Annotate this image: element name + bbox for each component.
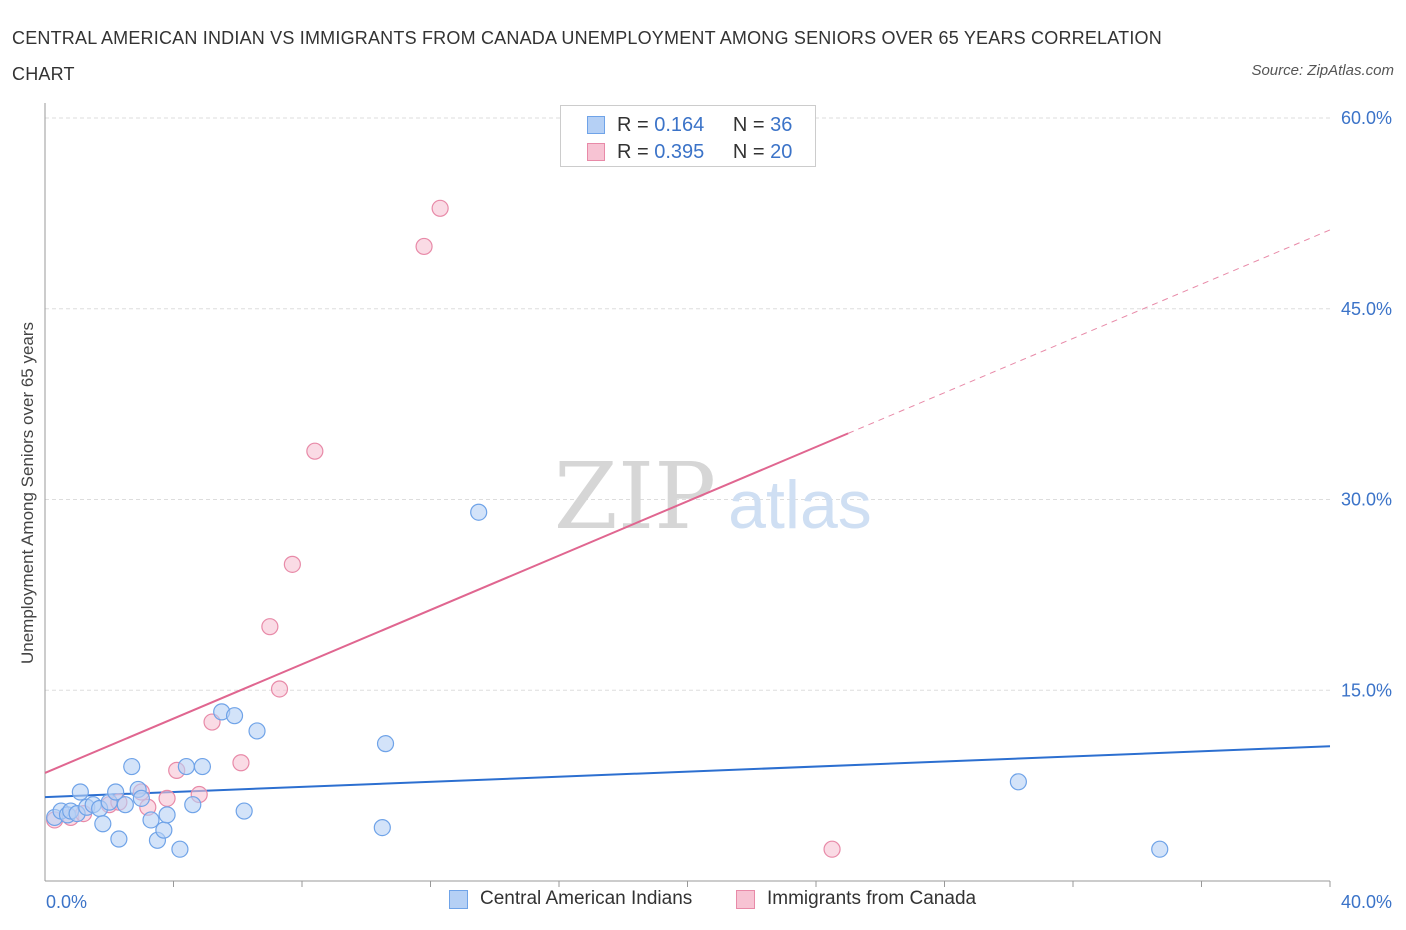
y-tick-label: 45.0% (1341, 299, 1392, 319)
n-label: N = (732, 140, 765, 163)
legend-item-central-american-indians: Central American Indians (449, 888, 692, 910)
data-point (431, 199, 449, 217)
data-point (373, 818, 391, 837)
data-point (158, 806, 176, 824)
data-point (823, 840, 841, 858)
blue-swatch (449, 889, 468, 909)
data-point (116, 796, 134, 814)
data-point (415, 237, 433, 256)
r-label: R = (617, 113, 649, 136)
data-point (184, 796, 202, 814)
data-point (283, 555, 301, 573)
data-point (1151, 840, 1169, 858)
data-point (232, 754, 250, 772)
stats-row-blue: R = 0.164 N = 36 (587, 114, 792, 136)
data-point (470, 503, 488, 521)
n-value: 36 (770, 113, 793, 136)
data-point (132, 789, 150, 807)
data-point (177, 757, 195, 776)
pink-swatch (736, 889, 755, 909)
watermark-atlas: atlas (728, 467, 872, 543)
x-tick-label: 0.0% (46, 892, 87, 912)
legend-item-immigrants-from-canada: Immigrants from Canada (736, 888, 976, 910)
data-point (171, 840, 189, 858)
legend-label: Central American Indians (480, 888, 693, 909)
data-point (142, 811, 160, 829)
data-point (123, 757, 141, 776)
r-value: 0.395 (654, 140, 705, 163)
data-point (270, 680, 289, 698)
y-tick-label: 15.0% (1341, 680, 1392, 700)
data-point (71, 783, 89, 801)
n-value: 20 (770, 140, 793, 163)
data-point (158, 789, 176, 807)
data-point (306, 442, 324, 460)
trend-line-pink (44, 432, 849, 774)
data-point (107, 783, 125, 801)
r-value: 0.164 (654, 113, 705, 136)
data-point (94, 815, 112, 833)
data-point (376, 735, 395, 753)
blue-swatch (587, 116, 605, 134)
trend-line-blue (44, 745, 1331, 799)
data-point (110, 830, 128, 848)
data-point (1009, 773, 1027, 791)
trend-line-pink-extension (847, 229, 1331, 434)
stats-row-pink: R = 0.395 N = 20 (587, 141, 792, 163)
pink-swatch (587, 143, 605, 161)
data-point (193, 757, 212, 776)
data-point (235, 802, 253, 820)
y-tick-label: 30.0% (1341, 490, 1392, 510)
y-tick-label: 60.0% (1341, 108, 1392, 128)
source-label: Source: ZipAtlas.com (1251, 62, 1394, 79)
data-point (155, 821, 173, 839)
data-point (248, 722, 266, 740)
data-point (225, 707, 244, 725)
legend-label: Immigrants from Canada (767, 888, 977, 909)
data-point (261, 618, 279, 636)
n-label: N = (732, 113, 765, 136)
x-tick-label: 40.0% (1341, 892, 1392, 912)
stats-legend: R = 0.164 N = 36 R = 0.395 N = 20 (560, 105, 816, 167)
r-label: R = (617, 140, 649, 163)
watermark-zip: ZIP (554, 443, 716, 550)
chart-title: CENTRAL AMERICAN INDIAN VS IMMIGRANTS FR… (12, 28, 1162, 84)
